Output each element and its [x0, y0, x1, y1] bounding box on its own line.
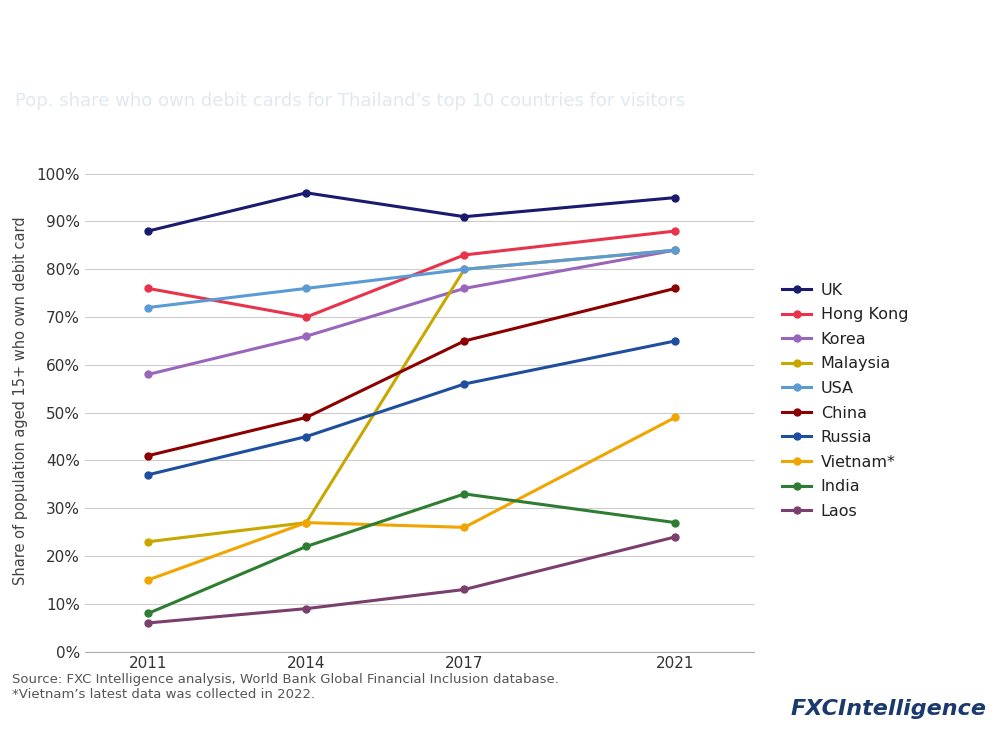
- Text: FXCIntelligence: FXCIntelligence: [791, 699, 987, 718]
- Legend: UK, Hong Kong, Korea, Malaysia, USA, China, Russia, Vietnam*, India, Laos: UK, Hong Kong, Korea, Malaysia, USA, Chi…: [782, 282, 908, 519]
- Text: Pop. share who own debit cards for Thailand’s top 10 countries for visitors: Pop. share who own debit cards for Thail…: [15, 91, 685, 109]
- Text: Source: FXC Intelligence analysis, World Bank Global Financial Inclusion databas: Source: FXC Intelligence analysis, World…: [12, 673, 558, 700]
- Y-axis label: Share of population aged 15+ who own debit card: Share of population aged 15+ who own deb…: [13, 216, 28, 585]
- Text: A significant share of Thailand’s foreign visitors have a debit card: A significant share of Thailand’s foreig…: [15, 34, 999, 61]
